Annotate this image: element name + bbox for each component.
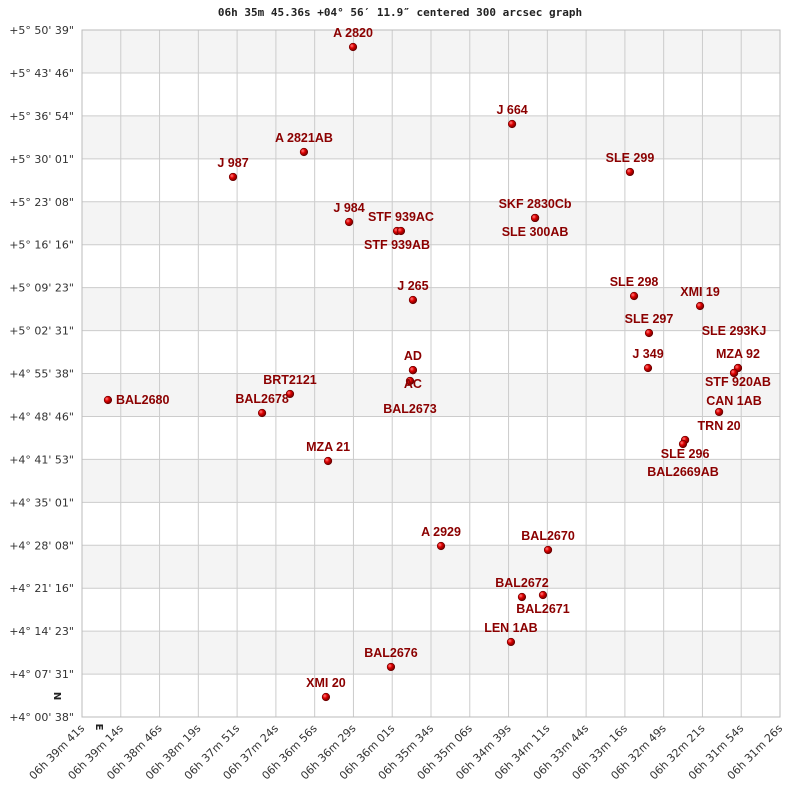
y-tick-label: +5° 16' 16" — [9, 239, 74, 252]
plot-frame — [81, 29, 781, 718]
y-tick-label: +4° 14' 23" — [9, 625, 74, 638]
star-label: SLE 300AB — [502, 225, 569, 239]
star-label: BAL2672 — [495, 576, 549, 590]
y-tick-label: +4° 00' 38" — [9, 711, 74, 724]
star-label: SLE 299 — [606, 151, 655, 165]
star-label: J 349 — [632, 347, 663, 361]
star-marker — [321, 692, 331, 702]
y-tick-label: +5° 23' 08" — [9, 196, 74, 209]
y-tick-label: +4° 55' 38" — [9, 368, 74, 381]
y-tick-label: +4° 21' 16" — [9, 582, 74, 595]
star-label: BAL2671 — [516, 602, 570, 616]
star-marker — [678, 439, 688, 449]
star-marker — [408, 366, 418, 375]
star-label: BRT2121 — [263, 373, 317, 387]
star-label: STF 939AC — [368, 210, 434, 224]
star-label: MZA 21 — [306, 440, 350, 454]
y-tick-label: +5° 36' 54" — [9, 110, 74, 123]
star-marker — [299, 147, 309, 157]
star-label: CAN 1AB — [706, 394, 762, 408]
star-label: A 2820 — [333, 26, 373, 40]
y-tick-label: +5° 43' 46" — [9, 67, 74, 80]
star-marker — [405, 376, 415, 386]
y-tick-label: +4° 48' 46" — [9, 410, 74, 423]
star-marker — [695, 301, 705, 311]
star-label: BAL2676 — [364, 646, 418, 660]
y-tick-label: +5° 50' 39" — [9, 24, 74, 37]
star-label: XMI 20 — [306, 676, 346, 690]
star-label: SKF 2830Cb — [499, 197, 572, 211]
y-tick-label: +4° 35' 01" — [9, 496, 74, 509]
star-label: A 2821AB — [275, 131, 333, 145]
star-marker — [386, 662, 396, 672]
star-marker — [625, 167, 635, 177]
star-label: J 984 — [333, 201, 364, 215]
star-label: SLE 297 — [625, 312, 674, 326]
star-marker — [257, 408, 267, 418]
star-marker — [644, 328, 654, 338]
star-marker — [348, 42, 358, 52]
star-marker — [436, 541, 446, 551]
star-marker — [103, 395, 113, 405]
star-label: XMI 19 — [680, 285, 720, 299]
star-label: BAL2670 — [521, 529, 575, 543]
star-label: MZA 92 — [716, 347, 760, 361]
star-label: SLE 296 — [661, 447, 710, 461]
star-label: BAL2680 — [116, 393, 170, 407]
star-marker — [506, 637, 516, 647]
star-label: SLE 293KJ — [702, 324, 767, 338]
star-label: LEN 1AB — [484, 621, 537, 635]
y-tick-label: +4° 07' 31" — [9, 668, 74, 681]
star-label: TRN 20 — [698, 419, 741, 433]
star-marker — [344, 217, 354, 227]
star-label: STF 920AB — [705, 375, 771, 389]
star-marker — [285, 389, 295, 399]
star-marker — [714, 407, 724, 417]
star-marker — [729, 368, 739, 378]
star-label: AC — [404, 377, 422, 391]
star-label: SLE 298 — [610, 275, 659, 289]
star-label: A 2929 — [421, 525, 461, 539]
star-label: BAL2678 — [235, 392, 289, 406]
star-marker — [228, 172, 238, 182]
star-marker — [323, 456, 333, 466]
star-marker — [408, 295, 418, 305]
star-marker — [538, 590, 548, 600]
y-tick-label: +5° 30' 01" — [9, 153, 74, 166]
star-marker — [396, 226, 406, 236]
star-label: BAL2669AB — [647, 465, 719, 479]
star-label: J 664 — [496, 103, 527, 117]
y-tick-label: +4° 41' 53" — [9, 453, 74, 466]
star-label: J 987 — [217, 156, 248, 170]
compass-east-label: E — [93, 724, 104, 731]
star-label: STF 939AB — [364, 238, 430, 252]
star-label: J 265 — [397, 279, 428, 293]
chart-title: 06h 35m 45.36s +04° 56′ 11.9″ centered 3… — [217, 6, 583, 19]
y-tick-label: +5° 02' 31" — [9, 325, 74, 338]
star-label: BAL2673 — [383, 402, 437, 416]
star-label: AD — [404, 349, 422, 363]
y-tick-label: +4° 28' 08" — [9, 539, 74, 552]
star-marker — [643, 363, 653, 373]
star-marker — [530, 213, 540, 223]
star-marker — [507, 119, 517, 129]
star-marker — [543, 545, 553, 555]
star-marker — [629, 291, 639, 301]
compass-north-label: N — [51, 692, 62, 700]
y-tick-label: +5° 09' 23" — [9, 282, 74, 295]
star-marker — [517, 592, 527, 602]
